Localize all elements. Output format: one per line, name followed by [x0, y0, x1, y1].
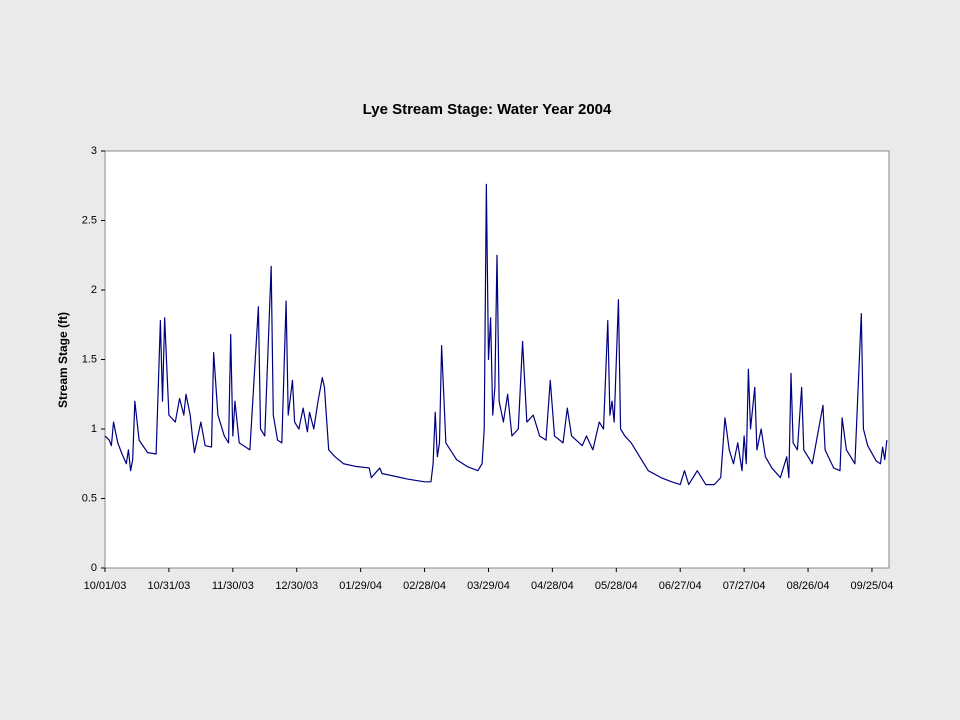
y-tick-label: 1.5 — [82, 353, 97, 365]
plot-area — [104, 150, 890, 569]
x-tick-label: 11/30/03 — [212, 580, 254, 592]
y-tick-label: 2 — [91, 284, 97, 296]
y-tick-label: 1 — [91, 423, 97, 435]
x-tick-label: 10/31/03 — [147, 580, 190, 592]
x-tick-label: 04/28/04 — [531, 580, 574, 592]
x-tick-label: 01/29/04 — [339, 580, 382, 592]
x-tick-label: 10/01/03 — [84, 580, 127, 592]
x-tick-label: 08/26/04 — [787, 580, 830, 592]
y-tick-label: 0 — [91, 562, 97, 574]
y-tick-label: 3 — [91, 145, 97, 157]
x-tick-label: 02/28/04 — [403, 580, 446, 592]
chart-title: Lye Stream Stage: Water Year 2004 — [363, 101, 612, 118]
x-tick-label: 12/30/03 — [275, 580, 318, 592]
data-line — [104, 183, 888, 486]
y-axis-label: Stream Stage (ft) — [56, 312, 70, 408]
x-tick-label: 06/27/04 — [659, 580, 702, 592]
x-tick-label: 03/29/04 — [467, 580, 510, 592]
y-tick-label: 2.5 — [82, 214, 97, 226]
x-tick-label: 05/28/04 — [595, 580, 638, 592]
y-tick-label: 0.5 — [82, 492, 97, 504]
x-tick-label: 07/27/04 — [723, 580, 766, 592]
x-tick-label: 09/25/04 — [851, 580, 894, 592]
